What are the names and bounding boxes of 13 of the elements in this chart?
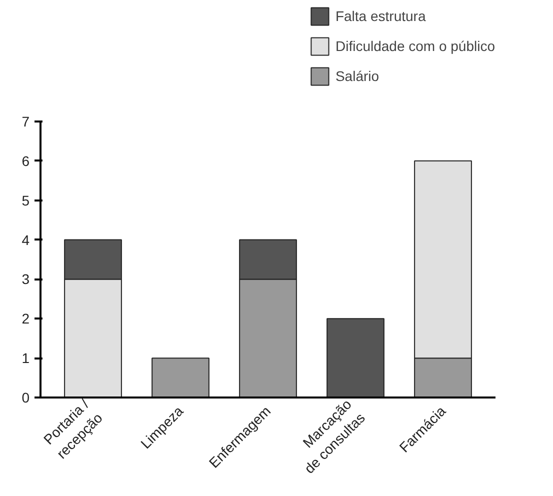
y-tick-label: 2 bbox=[22, 310, 30, 327]
y-tick-label: 6 bbox=[22, 152, 30, 169]
bar bbox=[152, 358, 210, 398]
legend-label: Falta estrutura bbox=[335, 8, 426, 24]
y-tick-label: 4 bbox=[22, 232, 30, 248]
y-tick-label: 7 bbox=[22, 113, 30, 130]
y-tick-label: 0 bbox=[22, 390, 30, 406]
legend-label: Salário bbox=[335, 68, 380, 84]
legend-label: Dificuldade com o público bbox=[335, 38, 495, 54]
bar bbox=[326, 318, 384, 398]
y-tick-label: 5 bbox=[22, 192, 30, 208]
y-tick-label: 1 bbox=[22, 350, 30, 366]
y-tick-label: 3 bbox=[22, 271, 30, 288]
